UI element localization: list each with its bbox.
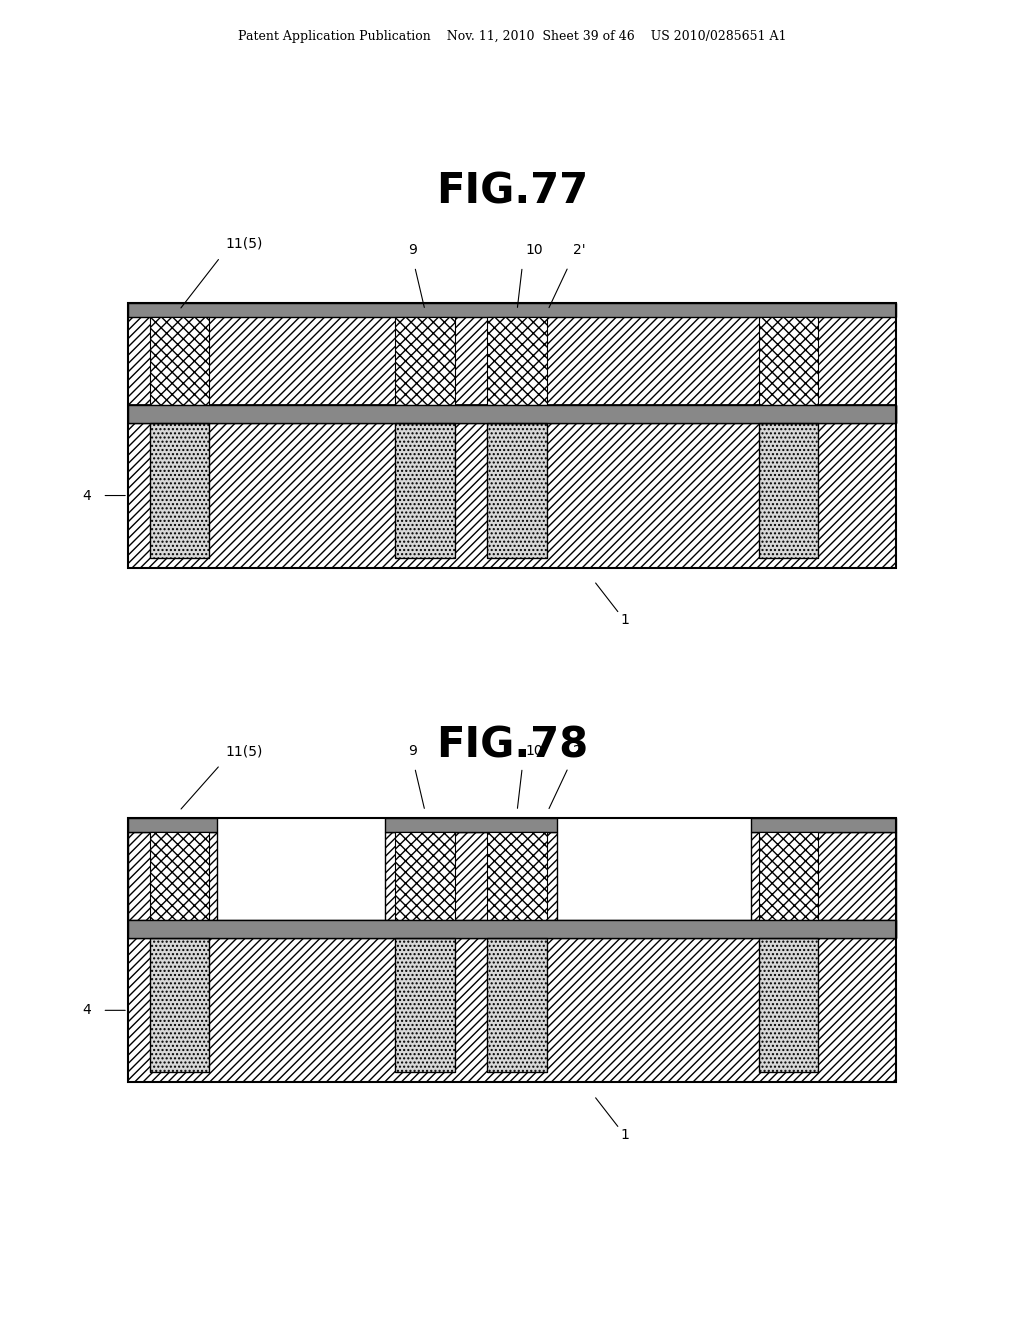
Bar [395,317,455,405]
Bar [150,832,209,920]
Bar [128,920,896,939]
Bar [395,424,455,557]
Text: 11(5): 11(5) [225,744,262,758]
Text: FIG.77: FIG.77 [436,170,588,213]
Bar [128,817,896,1082]
Bar [487,832,547,920]
Text: 9: 9 [409,243,417,257]
Bar [759,939,818,1072]
Bar [751,832,896,920]
Bar [128,302,896,568]
Bar [759,317,818,405]
Bar [487,939,547,1072]
Text: 9: 9 [409,744,417,758]
Bar [395,939,455,1072]
Bar [128,920,896,939]
Bar [385,817,557,832]
Bar [150,939,209,1072]
Bar [385,832,557,920]
Bar [487,424,547,557]
Text: 4: 4 [83,488,91,503]
Bar [128,405,896,424]
Text: 10: 10 [525,243,543,257]
Bar [128,939,896,1082]
Text: 4: 4 [83,1003,91,1018]
Text: FIG.78: FIG.78 [436,725,588,767]
Bar [150,424,209,557]
Text: 2': 2' [573,243,586,257]
Text: 2': 2' [573,744,586,758]
Bar [150,424,209,557]
Bar [487,939,547,1072]
Bar [395,939,455,1072]
Bar [150,939,209,1072]
Text: Patent Application Publication    Nov. 11, 2010  Sheet 39 of 46    US 2010/02856: Patent Application Publication Nov. 11, … [238,30,786,44]
Bar [487,939,547,1072]
Bar [395,939,455,1072]
Text: 1: 1 [621,614,629,627]
Bar [128,832,217,920]
Text: 11(5): 11(5) [225,236,262,251]
Bar [395,424,455,557]
Bar [487,424,547,557]
Bar [150,317,209,405]
Bar [128,302,896,317]
Bar [487,424,547,557]
Bar [759,832,818,920]
Text: 1: 1 [621,1129,629,1142]
Bar [395,832,455,920]
Bar [128,817,217,832]
Text: 10: 10 [525,744,543,758]
Bar [759,424,818,557]
Bar [395,424,455,557]
Bar [759,424,818,557]
Bar [759,424,818,557]
Bar [751,817,896,832]
Bar [128,405,896,424]
Bar [759,939,818,1072]
Bar [150,939,209,1072]
Bar [128,317,896,405]
Bar [128,424,896,568]
Bar [759,939,818,1072]
Bar [150,424,209,557]
Bar [487,317,547,405]
